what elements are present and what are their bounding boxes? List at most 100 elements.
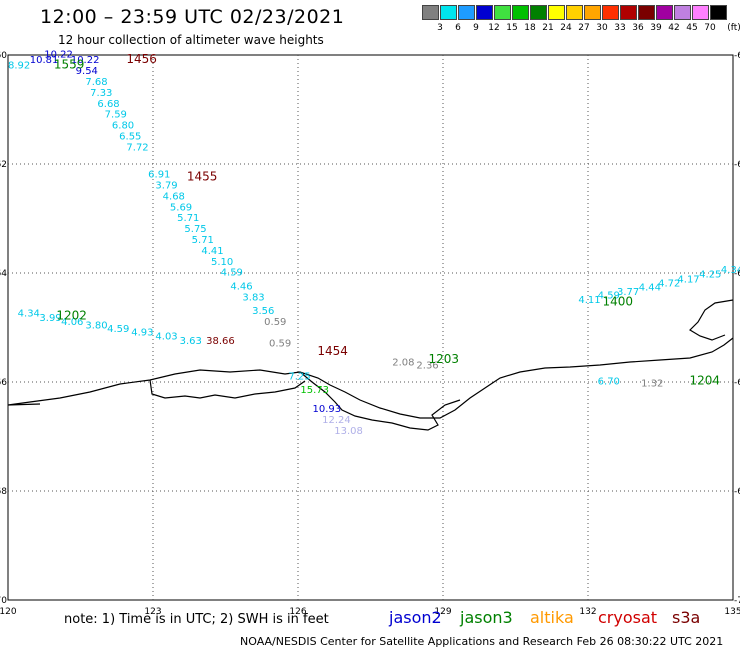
wave-height-value: 4.17 — [677, 274, 699, 285]
pass-time-label: 1400 — [603, 295, 634, 309]
wave-height-value: 4.72 — [658, 279, 680, 290]
lon-tick-label: 132 — [579, 607, 596, 617]
legend-swatch — [674, 5, 691, 20]
wave-height-value: 7.59 — [105, 110, 127, 121]
legend-swatch — [566, 5, 583, 20]
wave-height-value: 4.46 — [230, 281, 252, 292]
pass-time-label: 1202 — [56, 308, 87, 322]
lat-tick-label-left: -70 — [0, 596, 7, 606]
satellite-label: s3a — [672, 608, 701, 627]
coastline-ice-shelf — [149, 379, 306, 399]
wave-height-value: 5.10 — [211, 257, 233, 268]
wave-height-value: 3.63 — [180, 336, 202, 347]
wave-height-value: 3.77 — [617, 287, 639, 298]
map-subtitle: 12 hour collection of altimeter wave hei… — [58, 33, 324, 47]
map-frame — [7, 54, 734, 601]
legend-tick-label: 6 — [455, 23, 461, 33]
wave-height-value: 12.24 — [322, 415, 351, 426]
wave-height-value: 5.71 — [177, 213, 199, 224]
legend-tick-label: 24 — [560, 23, 572, 33]
wave-height-value: 4.25 — [699, 269, 721, 280]
wave-height-value: 7.72 — [126, 142, 148, 153]
lon-tick-label: 123 — [144, 607, 161, 617]
legend-tick-label: 27 — [578, 23, 590, 33]
lat-tick-label-right: -68 — [734, 487, 740, 497]
map-title: 12:00 – 23:59 UTC 02/23/2021 — [40, 6, 345, 28]
wave-height-value: 2.36 — [416, 360, 438, 371]
legend-tick-label: 42 — [668, 23, 680, 33]
satellite-label: cryosat — [598, 608, 658, 627]
grid-lines — [7, 54, 734, 601]
lat-tick-label-right: -62 — [734, 160, 740, 170]
wave-height-value: 7.68 — [85, 77, 107, 88]
coastline — [7, 299, 734, 431]
legend-swatch — [494, 5, 511, 20]
lat-tick-label-left: -62 — [0, 160, 7, 170]
wave-height-value: 10.22 — [71, 55, 100, 66]
satellite-label: jason2 — [389, 608, 442, 627]
footer-note: note: 1) Time is in UTC; 2) SWH is in fe… — [64, 612, 329, 627]
legend-tick-label: 45 — [686, 23, 698, 33]
wave-height-value: 6.80 — [112, 121, 134, 132]
wave-height-value: 4.59 — [221, 268, 243, 279]
axis-labels: 120 123 126 129 132 135 -60 -60 -62 -62 -64 -64 -66 -… — [0, 51, 740, 617]
wave-height-value: 15.73 — [300, 385, 329, 396]
legend-tick-label: 15 — [506, 23, 518, 33]
legend-swatch — [458, 5, 475, 20]
lat-tick-label-right: -60 — [734, 51, 740, 61]
legend-tick-label: 36 — [632, 23, 644, 33]
legend-tick-label: 21 — [542, 23, 554, 33]
legend-swatch — [692, 5, 709, 20]
wave-height-value: 4.93 — [131, 328, 153, 339]
wave-height-value: 0.59 — [269, 339, 291, 350]
lat-tick-label-right: -66 — [734, 378, 740, 388]
wave-height-value: 6.68 — [97, 99, 119, 110]
wave-height-value: 1.32 — [641, 378, 663, 389]
legend-tick-label: 18 — [524, 23, 536, 33]
credit-line: NOAA/NESDIS Center for Satellite Applica… — [240, 635, 724, 648]
pass-time-label: 1203 — [429, 352, 460, 366]
wave-height-value: 3.83 — [242, 292, 264, 303]
legend-swatch — [602, 5, 619, 20]
pass-time-labels: 1456 1559 1455 1202 1454 1203 1400 1204 — [54, 52, 720, 388]
lat-tick-label-left: -60 — [0, 51, 7, 61]
legend-swatch — [530, 5, 547, 20]
lon-tick-label: 135 — [724, 607, 740, 617]
lat-tick-label-right: -64 — [734, 269, 740, 279]
legend-swatch — [656, 5, 673, 20]
legend-tick-label: 9 — [473, 23, 479, 33]
wave-height-value: 4.03 — [155, 331, 177, 342]
legend-swatch — [638, 5, 655, 20]
legend-swatch — [422, 5, 439, 20]
wave-height-value: 38.66 — [206, 336, 235, 347]
wave-height-value: 10.22 — [44, 50, 73, 61]
lat-tick-label-right: -70 — [734, 596, 740, 606]
wave-height-value: 4.34 — [18, 309, 40, 320]
legend-swatch — [512, 5, 529, 20]
wave-height-value: 3.80 — [85, 321, 107, 332]
pass-time-label: 1454 — [317, 344, 348, 358]
wave-height-value: 3.99 — [39, 313, 61, 324]
legend-swatch — [440, 5, 457, 20]
lat-tick-label-left: -66 — [0, 378, 7, 388]
satellite-label: altika — [530, 608, 574, 627]
lat-tick-label-left: -64 — [0, 269, 7, 279]
wave-height-value: 7.33 — [90, 88, 112, 99]
wave-height-value: 4.68 — [163, 191, 185, 202]
wave-height-value: 4.44 — [639, 282, 661, 293]
legend-swatch — [710, 5, 727, 20]
wave-height-value: 4.06 — [61, 317, 83, 328]
wave-height-value: 3.56 — [252, 306, 274, 317]
legend-tick-label: 3 — [437, 23, 443, 33]
pass-time-label: 1204 — [690, 374, 721, 388]
satellite-label: jason3 — [460, 608, 513, 627]
lon-tick-label: 120 — [0, 607, 17, 617]
wave-height-value: 4.11 — [578, 295, 600, 306]
legend-tick-label: 33 — [614, 23, 626, 33]
legend-swatch — [548, 5, 565, 20]
legend-swatch — [584, 5, 601, 20]
legend-unit: (ft) — [727, 23, 740, 33]
legend-swatch — [476, 5, 493, 20]
wave-height-value: 13.08 — [334, 426, 363, 437]
